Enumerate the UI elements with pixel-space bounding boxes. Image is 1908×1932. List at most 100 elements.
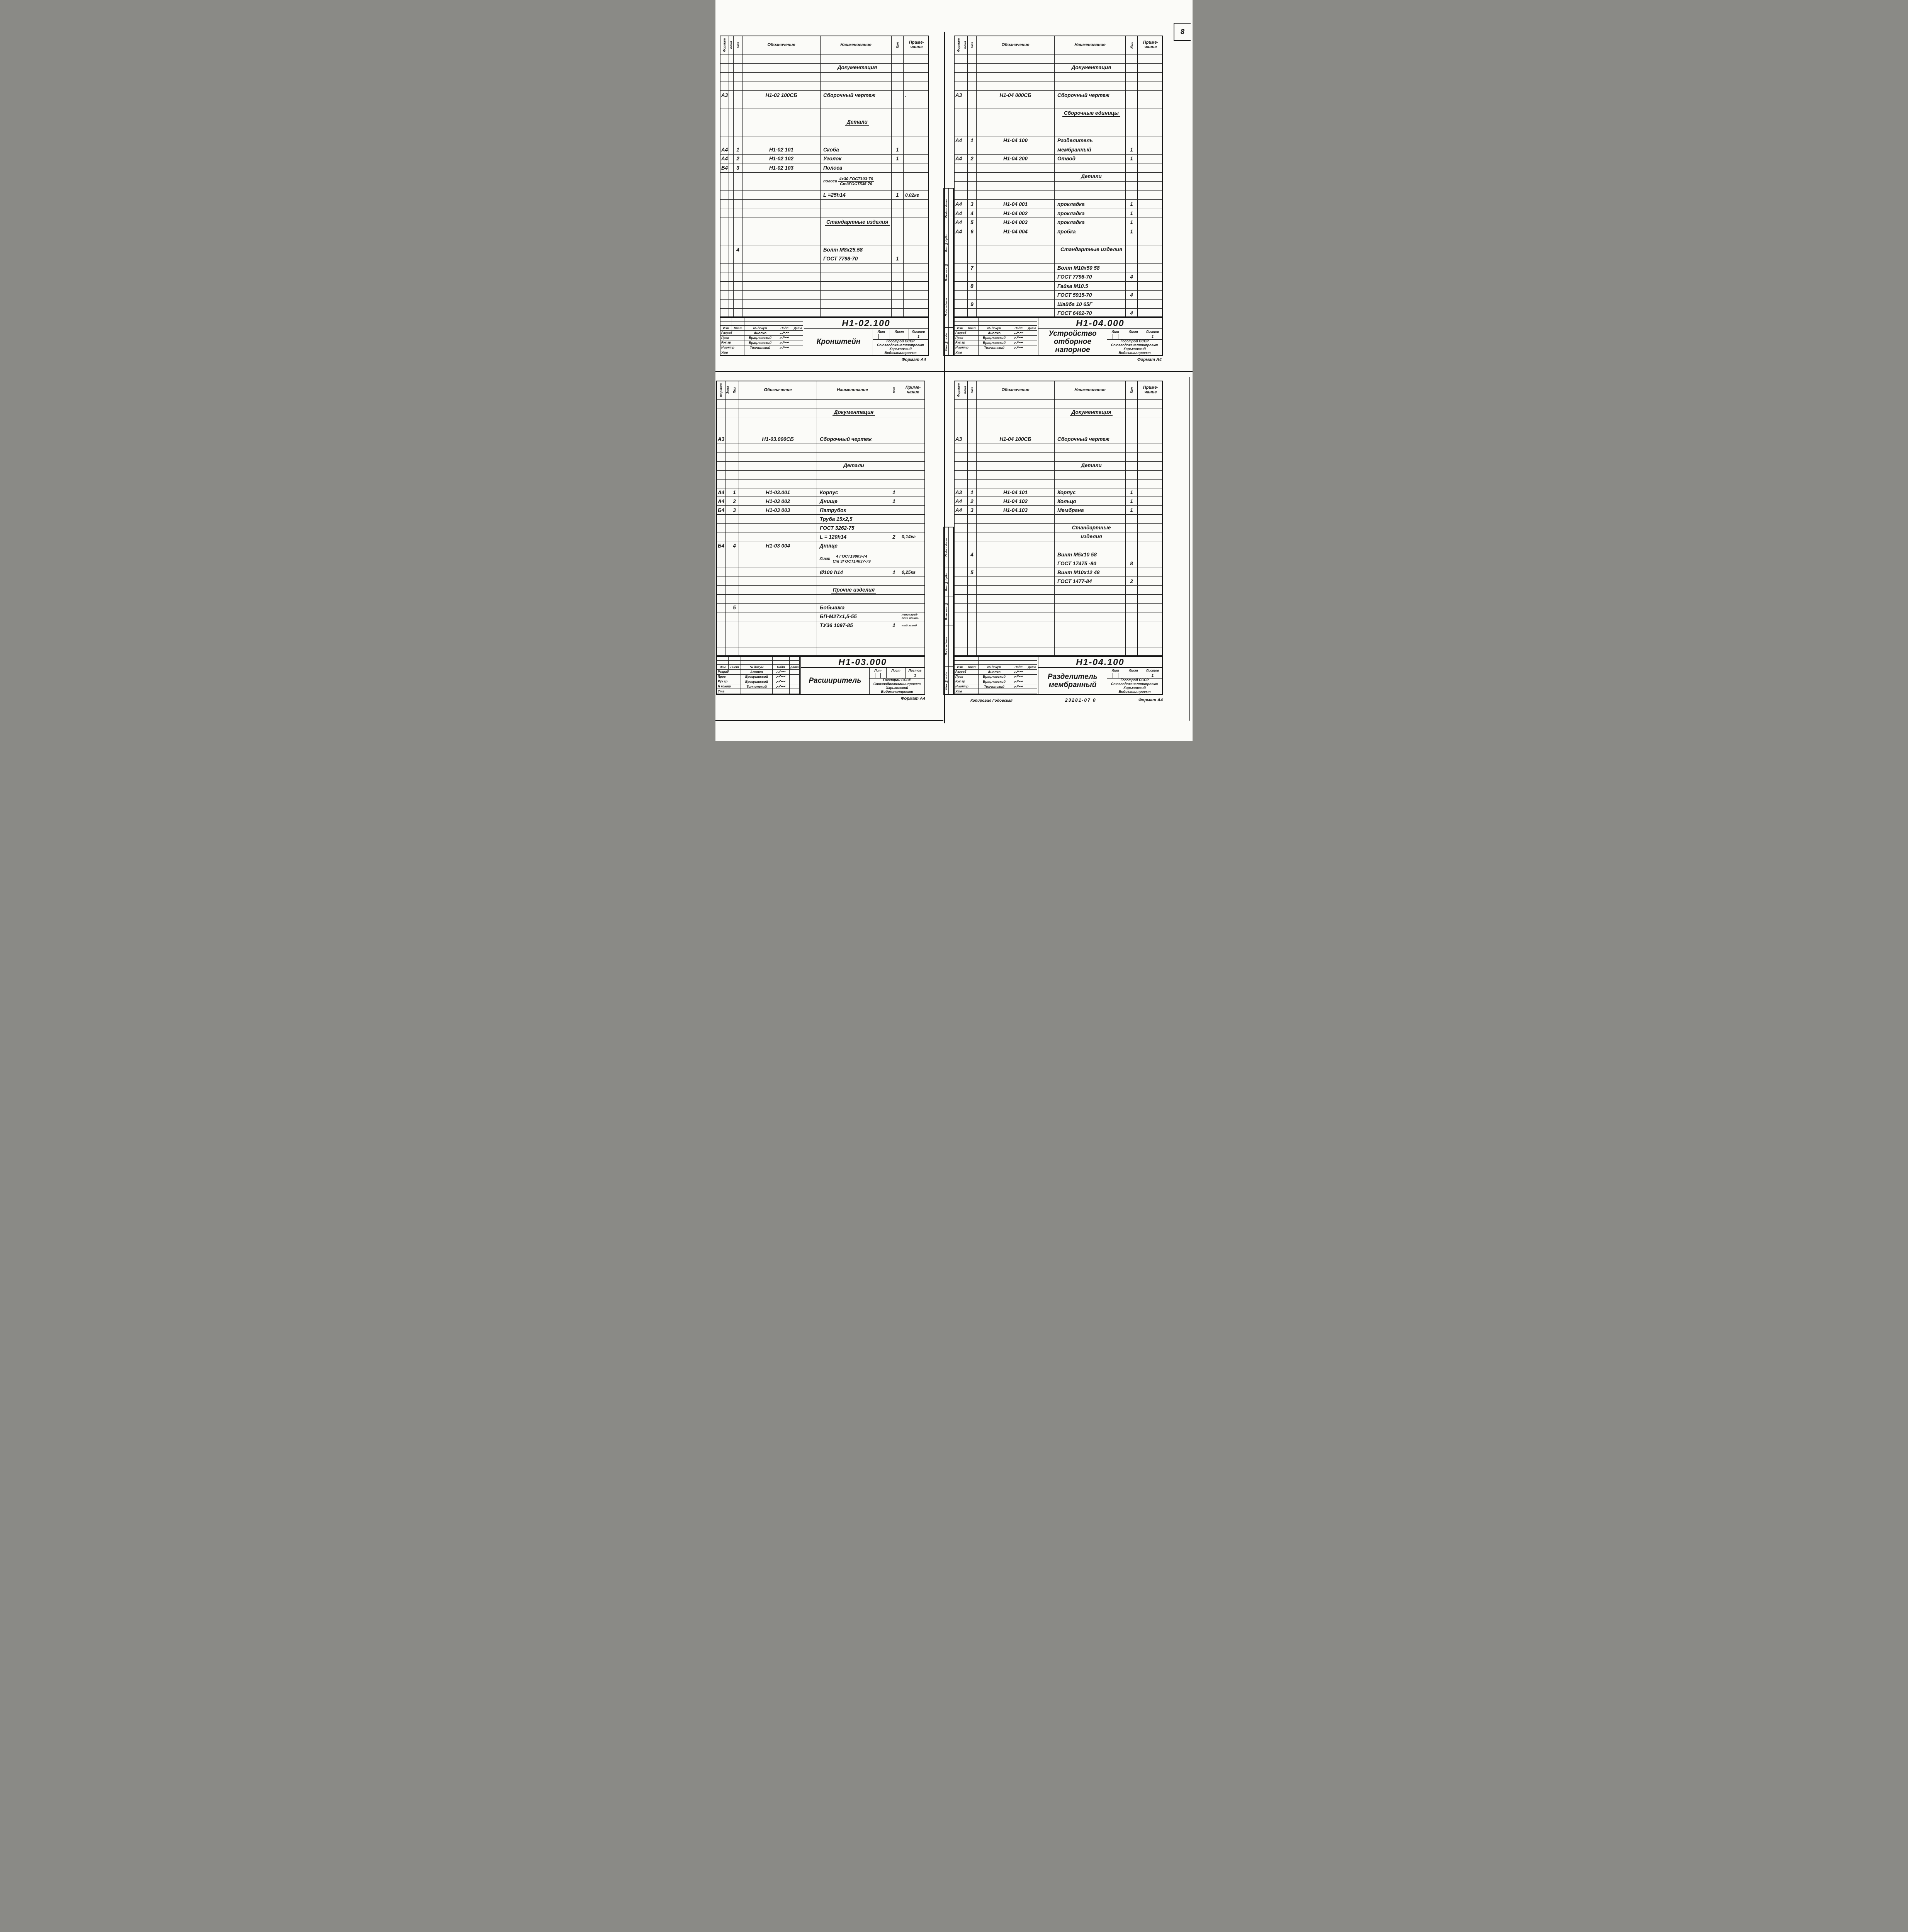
cell-note: ленинград- ский опыт- [900, 612, 926, 621]
cell-qty: 4 [1126, 272, 1138, 281]
cell-format [955, 515, 963, 524]
cell-qty: 1 [1126, 145, 1138, 154]
cell-designation [739, 577, 817, 586]
person-name: Анопко [988, 331, 1001, 335]
table-row [955, 236, 1162, 245]
product-title-line: Разделитель [1047, 672, 1098, 681]
cell-qty [1126, 127, 1138, 136]
cell-name: L = 120h14 [817, 532, 888, 541]
cell-name: Детали [817, 461, 888, 470]
cell-qty [1126, 515, 1138, 524]
cell-qty [1126, 541, 1138, 550]
cell-zone [963, 524, 968, 532]
cell-note [1138, 73, 1164, 82]
cell-pos [734, 127, 742, 136]
cell-designation [977, 594, 1055, 603]
cell-qty: 1 [892, 254, 904, 263]
person-name-cell: Брацлавский [979, 674, 1010, 680]
cell-zone [729, 291, 734, 299]
role-cell-razrab: Разраб [720, 331, 744, 336]
sidebar-cell: Подп и дата [944, 287, 948, 328]
cell-name [1055, 54, 1126, 63]
table-row: 5 Винт М10х12 48 [955, 568, 1162, 577]
cell-zone [729, 163, 734, 172]
cell-zone [963, 479, 968, 488]
cell-format [955, 417, 963, 426]
lit-list-listov-grid: Лит Лист Листов 1 [1107, 329, 1162, 340]
cell-format [717, 621, 725, 630]
table-row [955, 400, 1162, 408]
table-row [955, 630, 1162, 639]
section-heading: Сборочные единицы [1062, 110, 1120, 117]
cell-qty [888, 612, 900, 621]
date-cell [793, 335, 803, 341]
cell-zone [963, 621, 968, 630]
cell-format [717, 426, 725, 435]
table-row: А3 1 Н1-04 101 Корпус 1 [955, 488, 1162, 497]
cell-qty [892, 263, 904, 272]
cell-zone [963, 470, 968, 479]
cell-designation [977, 309, 1055, 318]
cell-pos [968, 648, 977, 656]
date-cell [1027, 684, 1037, 689]
table-row: ГОСТ 7798-70 1 [720, 254, 928, 264]
cell-designation [742, 218, 821, 227]
cell-zone [729, 263, 734, 272]
cell-format [720, 73, 729, 82]
cell-zone [963, 612, 968, 621]
cell-zone [963, 603, 968, 612]
signature-cell [776, 335, 793, 341]
lit-mini-cell [870, 673, 875, 679]
col-header-pos: Поз [730, 381, 739, 399]
table-row: Стандартные изделия [720, 218, 928, 227]
cell-qty [888, 400, 900, 408]
cell-zone [963, 586, 968, 594]
table-row: А4 1 Н1-02 101 Скоба 1 [720, 145, 928, 155]
cell-zone [725, 630, 730, 639]
organization-line: Союзводоканалниипроект [877, 343, 924, 347]
cell-format [720, 254, 729, 263]
cell-zone [729, 127, 734, 136]
cell-designation [739, 417, 817, 426]
cell-note [904, 245, 929, 254]
cell-format [717, 470, 725, 479]
table-row [717, 594, 924, 604]
cell-format [955, 172, 963, 182]
cell-pos [730, 648, 739, 656]
cell-format [955, 621, 963, 630]
cell-pos [968, 408, 977, 417]
cell-note [1138, 200, 1164, 209]
person-name-cell: Толчинский [741, 684, 773, 689]
cell-zone [725, 452, 730, 461]
cell-note [1138, 595, 1164, 603]
cell-format [717, 612, 725, 621]
tb-header-изм: Изм [955, 326, 966, 331]
cell-qty: 1 [892, 145, 904, 154]
cell-zone [725, 497, 730, 506]
tb-header-докум: № докум [744, 326, 776, 331]
cell-designation: Н1-04 100 [977, 136, 1055, 145]
cell-name: Шайба 10 65Г [1055, 299, 1126, 309]
signature-icon [779, 346, 789, 349]
cell-pos [734, 91, 742, 100]
cell-zone [729, 145, 734, 154]
table-row [955, 603, 1162, 612]
signature-cell [1010, 674, 1027, 680]
cell-format [955, 400, 963, 408]
organization-line: Водоканалпроект [884, 351, 917, 355]
cell-qty [888, 470, 900, 479]
page-number-box: 8 [1174, 23, 1191, 41]
cell-pos [968, 82, 977, 91]
cell-pos [968, 100, 977, 109]
cell-note [904, 200, 929, 209]
table-row: изделия [955, 532, 1162, 542]
cell-zone [963, 281, 968, 291]
table-row: L =25h14 1 0,02кг [720, 190, 928, 200]
table-row: А4 5 Н1-04 003 прокладка 1 [955, 218, 1162, 227]
cell-note [904, 309, 929, 318]
table-row: А4 1 Н1-03.001 Корпус 1 [717, 488, 924, 497]
cell-format [955, 263, 963, 272]
cell-note [1138, 471, 1164, 479]
cell-designation [742, 281, 821, 291]
cell-qty: 1 [892, 190, 904, 200]
